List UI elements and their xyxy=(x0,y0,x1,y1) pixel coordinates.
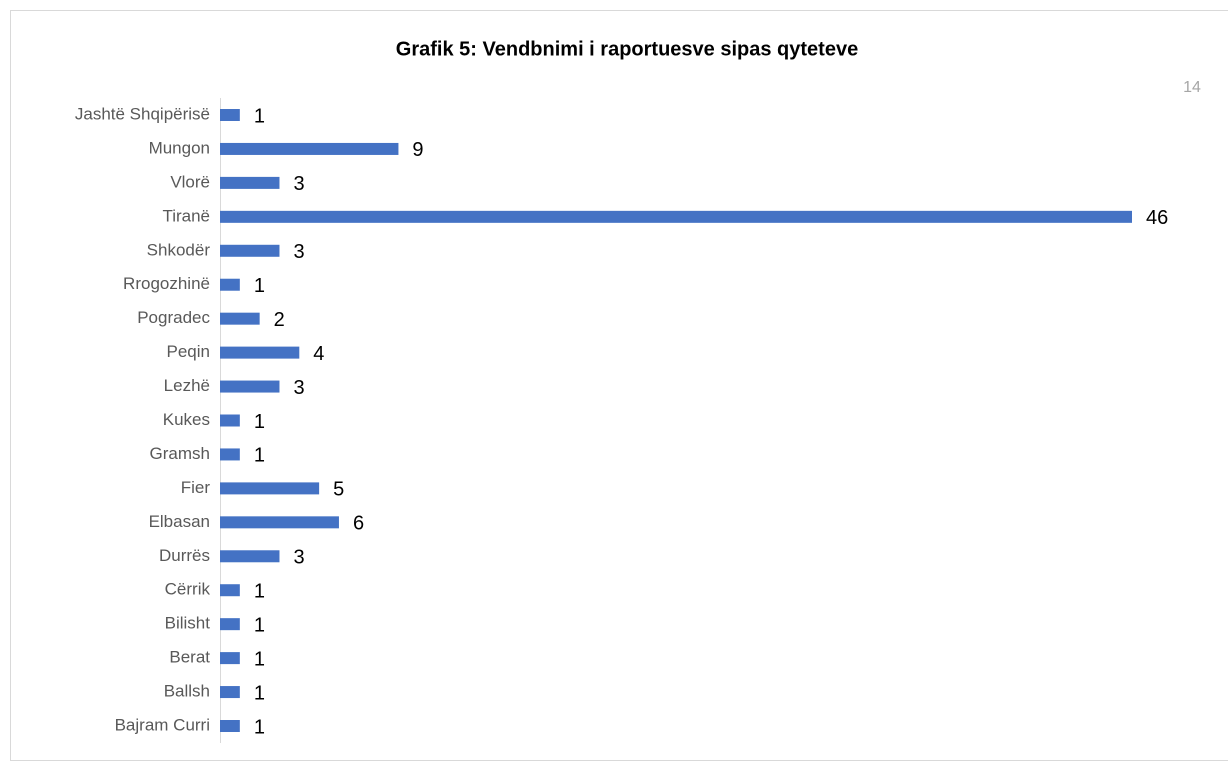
y-tick-label: Lezhë xyxy=(164,376,210,395)
data-label: 5 xyxy=(333,479,344,501)
bar xyxy=(220,278,240,291)
data-label: 1 xyxy=(254,614,265,636)
chart-border xyxy=(10,10,1228,761)
y-tick-label: Gramsh xyxy=(150,444,210,463)
y-tick-label: Cërrik xyxy=(165,580,211,599)
bar xyxy=(220,346,300,359)
y-tick-label: Bilisht xyxy=(165,614,211,633)
data-label: 1 xyxy=(254,445,265,467)
data-label: 3 xyxy=(293,547,304,569)
data-label: 6 xyxy=(353,513,364,535)
y-tick-label: Pogradec xyxy=(137,308,210,327)
data-label: 3 xyxy=(293,241,304,263)
bar xyxy=(220,482,320,495)
data-label: 3 xyxy=(293,173,304,195)
data-label: 1 xyxy=(254,648,265,670)
y-tick-label: Fier xyxy=(181,478,211,497)
y-tick-label: Mungon xyxy=(149,138,210,157)
y-tick-label: Berat xyxy=(169,648,210,667)
bar xyxy=(220,686,240,699)
bar xyxy=(220,210,1132,223)
bar xyxy=(220,652,240,665)
data-label: 1 xyxy=(254,682,265,704)
data-label: 1 xyxy=(254,105,265,127)
y-tick-label: Bajram Curri xyxy=(115,715,210,734)
y-tick-label: Shkodër xyxy=(147,240,211,259)
y-tick-label: Jashtë Shqipërisë xyxy=(75,104,210,123)
y-tick-label: Tiranë xyxy=(162,206,210,225)
bar xyxy=(220,244,280,257)
bar xyxy=(220,414,240,427)
bar xyxy=(220,176,280,189)
data-label: 1 xyxy=(254,716,265,738)
chart-title: Grafik 5: Vendbnimi i raportuesve sipas … xyxy=(396,38,858,60)
y-tick-label: Rrogozhinë xyxy=(123,274,210,293)
bar xyxy=(220,516,339,529)
y-tick-label: Elbasan xyxy=(149,512,210,531)
y-tick-label: Durrës xyxy=(159,546,210,565)
data-label: 1 xyxy=(254,275,265,297)
y-tick-label: Ballsh xyxy=(164,682,210,701)
y-tick-label: Vlorë xyxy=(170,172,210,191)
data-label: 2 xyxy=(274,309,285,331)
bar xyxy=(220,618,240,631)
data-label: 9 xyxy=(412,139,423,161)
bar xyxy=(220,448,240,461)
bar xyxy=(220,720,240,732)
data-label: 1 xyxy=(254,411,265,433)
bar xyxy=(220,380,280,393)
bar xyxy=(220,584,240,597)
y-tick-label: Kukes xyxy=(163,410,210,429)
bar xyxy=(220,312,260,325)
page-number: 14 xyxy=(1183,79,1201,96)
data-label: 3 xyxy=(293,377,304,399)
data-label: 46 xyxy=(1146,207,1168,229)
data-label: 1 xyxy=(254,581,265,603)
bar xyxy=(220,142,399,155)
data-label: 4 xyxy=(313,343,324,365)
y-tick-label: Peqin xyxy=(167,342,210,361)
bar xyxy=(220,550,280,563)
bar xyxy=(220,109,240,121)
